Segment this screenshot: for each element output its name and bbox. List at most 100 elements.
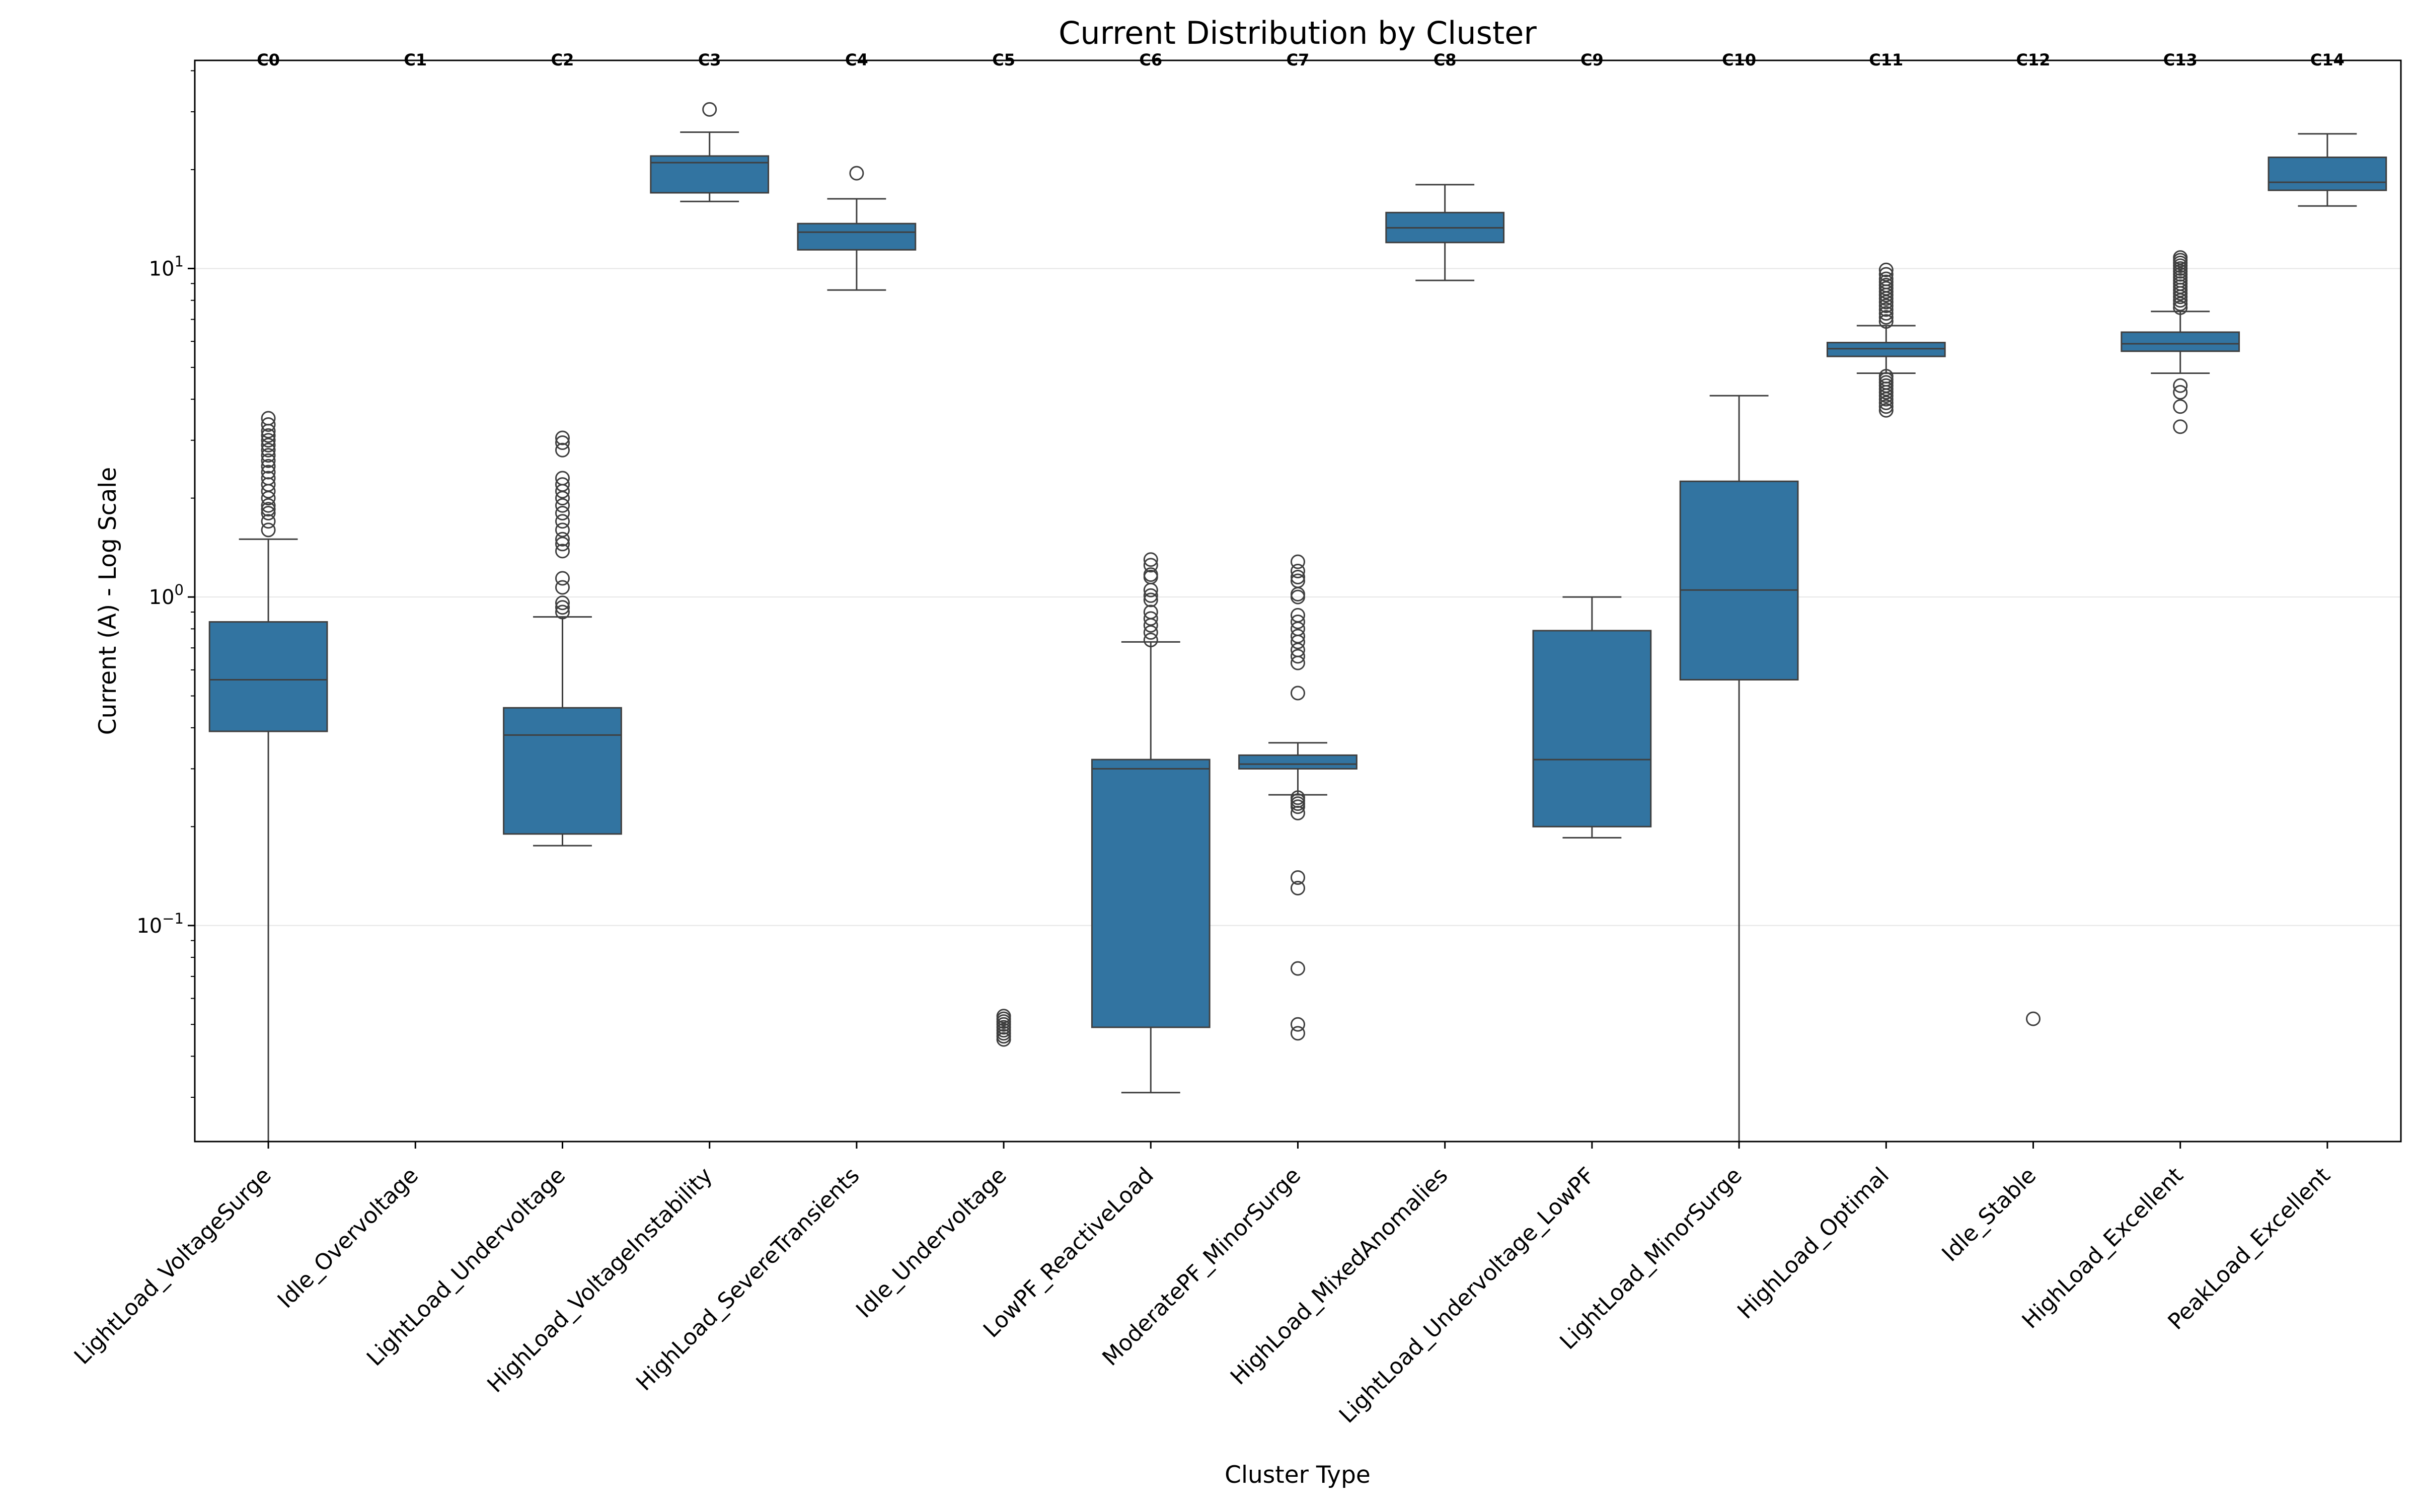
outlier-point [261,453,276,468]
outlier-point [261,433,276,448]
cluster-id-label: C9 [1580,50,1604,69]
outlier-point [1291,870,1305,885]
outlier-point [1878,399,1894,414]
cluster-id-label: C2 [551,50,574,69]
chart-title: Current Distribution by Cluster [1059,15,1537,51]
outlier-point [2173,296,2188,312]
outlier-point [555,435,570,450]
outlier-point [849,166,864,181]
outlier-point [1291,615,1305,630]
outlier-point [261,514,276,529]
cluster-id-label: C10 [1722,50,1756,69]
outlier-point [555,442,570,458]
cluster-id-label: C3 [698,50,721,69]
outlier-point [1878,368,1894,384]
outlier-point [555,595,570,611]
box-iqr [2268,157,2387,191]
outlier-point [555,471,570,486]
outlier-point [261,459,276,474]
outlier-point [261,502,276,517]
outlier-point [1291,629,1305,644]
outlier-point [261,522,276,538]
cluster-id-label: C0 [257,50,280,69]
outlier-point [1143,604,1158,620]
outlier-point [1143,632,1158,647]
outlier-point [1291,686,1305,701]
outlier-point [1143,592,1158,608]
box-iqr [1532,630,1652,827]
outlier-point [555,498,570,513]
outlier-point [1291,961,1305,976]
outlier-point [1878,302,1894,317]
outlier-point [261,498,276,513]
cluster-id-label: C7 [1287,50,1310,69]
box-iqr [208,621,328,732]
box-iqr [1238,754,1357,770]
y-tick-label: 10−1 [136,910,184,938]
outlier-point [1291,649,1305,664]
outlier-point [555,506,570,521]
outlier-point [2173,399,2188,414]
box-iqr [797,222,917,251]
outlier-point [261,471,276,486]
y-axis-label: Current (A) - Log Scale [94,467,122,735]
outlier-point [1291,563,1305,578]
cluster-id-label: C11 [1869,50,1903,69]
outlier-point [555,522,570,538]
outlier-point [2173,378,2188,393]
outlier-point [555,430,570,445]
cluster-id-label: C1 [404,50,427,69]
box-iqr [650,155,770,194]
outlier-point [1878,298,1894,314]
box-iqr [503,707,622,835]
outlier-point [555,604,570,620]
outlier-point [261,506,276,521]
outlier-point [555,600,570,615]
outlier-point [2173,385,2188,400]
cluster-id-label: C5 [992,50,1015,69]
outlier-point [1878,281,1894,296]
box-iqr [2121,331,2240,352]
y-tick-label: 101 [149,253,184,280]
outlier-point [1143,558,1158,573]
label-layer: C0 C1 C2 C3 C4 C5 C6 C7 C8 C9 C10 C11 C12 C13 C14 [257,50,2345,69]
outlier-point [1143,552,1158,567]
outlier-point [555,514,570,529]
outlier-point [702,102,717,117]
outlier-point [1143,625,1158,640]
outlier-point [261,417,276,432]
outlier-point [555,532,570,547]
outlier-point [555,477,570,492]
outlier-point [261,448,276,463]
box-layer [208,102,2387,1142]
outlier-point [555,580,570,595]
outlier-point [1878,395,1894,410]
cluster-id-label: C14 [2310,50,2345,69]
outlier-point [1291,554,1305,569]
cluster-id-label: C6 [1139,50,1162,69]
outlier-point [261,428,276,443]
outlier-point [1291,608,1305,623]
outlier-point [1291,880,1305,895]
outlier-point [2173,250,2188,265]
outlier-point [261,442,276,458]
cluster-id-label: C4 [845,50,868,69]
box-iqr [1091,759,1211,1028]
x-axis-label: Cluster Type [1225,1461,1371,1489]
outlier-point [1291,1026,1305,1041]
outlier-point [1878,403,1894,418]
outlier-point [2026,1011,2041,1026]
outlier-point [1291,790,1305,805]
outlier-point [1878,267,1894,282]
outlier-point [2173,419,2188,434]
outlier-point [1143,567,1158,582]
box-iqr [1679,480,1799,681]
outlier-point [555,537,570,552]
outlier-point [1878,271,1894,286]
cluster-id-label: C8 [1433,50,1457,69]
outlier-point [1143,588,1158,603]
outlier-point [1143,611,1158,626]
outlier-point [261,465,276,480]
